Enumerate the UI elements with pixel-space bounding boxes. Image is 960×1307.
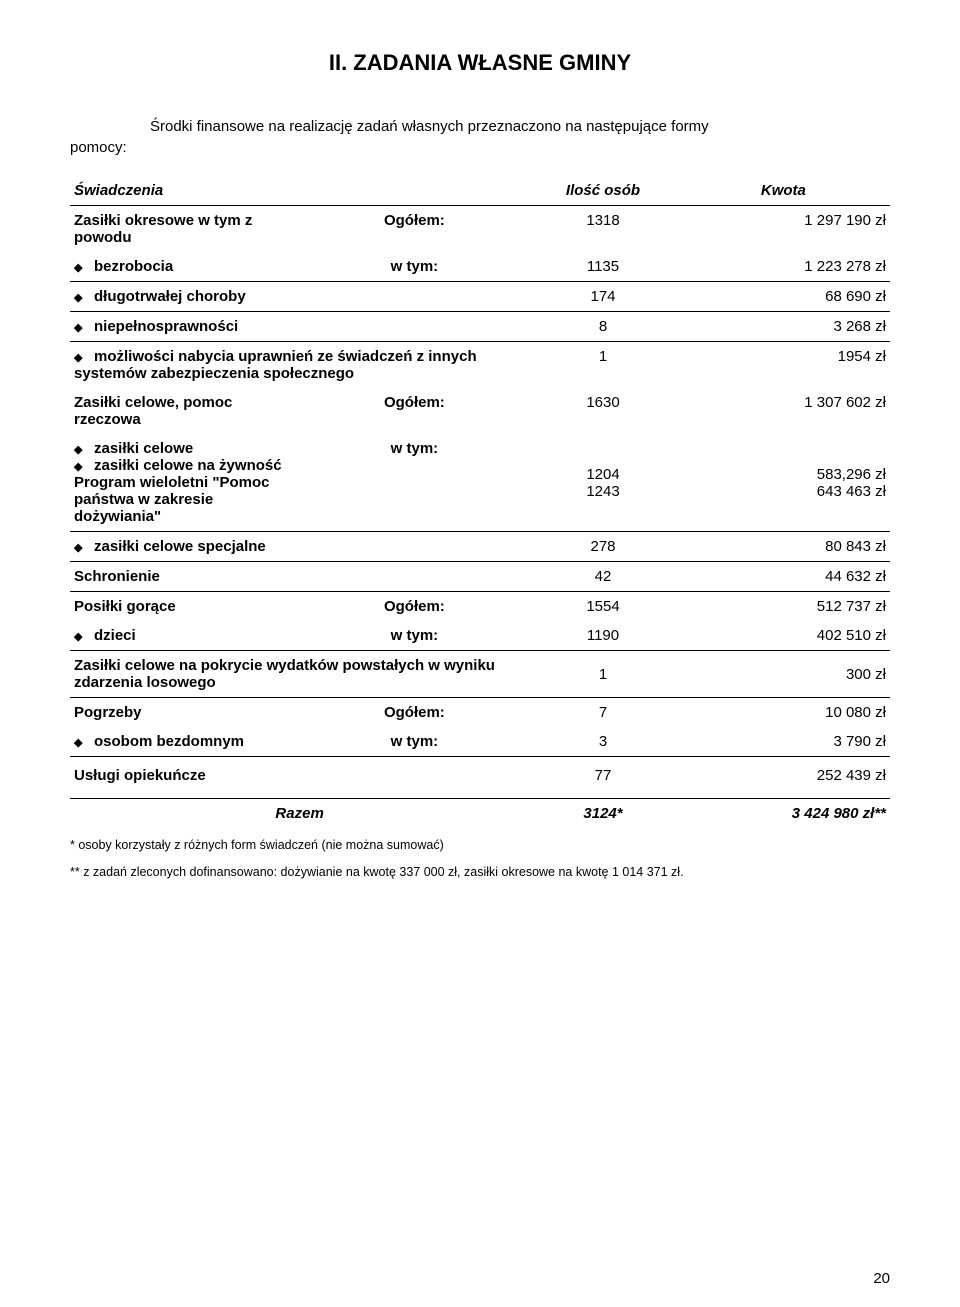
label-ogolem: Ogółem: (300, 388, 530, 434)
col-ilosc: Ilość osób (529, 176, 677, 206)
table-row: Pogrzeby Ogółem: 7 10 080 zł (70, 698, 890, 728)
row-mozliwosci: możliwości nabycia uprawnień ze świadcze… (74, 348, 477, 382)
benefits-table: Świadczenia Ilość osób Kwota Zasiłki okr… (70, 176, 890, 828)
cell-count: 1630 (529, 388, 677, 434)
page-number: 20 (873, 1270, 890, 1287)
row-bezrobocia: bezrobocia (74, 258, 173, 275)
table-row: dzieci w tym: 1190 402 510 zł (70, 621, 890, 651)
cell-count: 1204 1243 (529, 434, 677, 532)
cell-count: 1135 (529, 252, 677, 282)
cell-count: 174 (529, 282, 677, 312)
row-zas-celowe-zywnosc: zasiłki celowe na żywność Program wielol… (74, 457, 296, 525)
table-row: Schronienie 42 44 632 zł (70, 562, 890, 592)
table-row: zasiłki celowe specjalne 278 80 843 zł (70, 532, 890, 562)
label-ogolem: Ogółem: (300, 592, 530, 621)
row-dlugotrwalej: długotrwałej choroby (74, 288, 246, 305)
cell-amount: 3 424 980 zł** (677, 799, 890, 829)
cell-amount: 300 zł (677, 651, 890, 698)
cell-amount: 252 439 zł (677, 757, 890, 799)
col-swiadczenia: Świadczenia (70, 176, 529, 206)
table-row: możliwości nabycia uprawnień ze świadcze… (70, 342, 890, 389)
section-title: II. ZADANIA WŁASNE GMINY (70, 50, 890, 76)
footnote-2: ** z zadań zleconych dofinansowano: doży… (70, 863, 890, 882)
cell-amount: 3 790 zł (677, 727, 890, 757)
cell-amount: 1 307 602 zł (677, 388, 890, 434)
cell-amount: 1 223 278 zł (677, 252, 890, 282)
label-wtym: w tym: (300, 434, 530, 531)
val: 1243 (533, 483, 673, 500)
table-row: osobom bezdomnym w tym: 3 3 790 zł (70, 727, 890, 757)
label-wtym: w tym: (300, 621, 530, 650)
cell-count: 7 (529, 698, 677, 728)
row-bezdomnym: osobom bezdomnym (74, 733, 244, 750)
cell-amount: 80 843 zł (677, 532, 890, 562)
footnote-1: * osoby korzystały z różnych form świadc… (70, 836, 890, 855)
cell-count: 3124* (529, 799, 677, 829)
row-uslugi: Usługi opiekuńcze (70, 757, 529, 799)
cell-amount: 512 737 zł (677, 592, 890, 622)
cell-amount: 583,296 zł 643 463 zł (677, 434, 890, 532)
table-row-total: Razem 3124* 3 424 980 zł** (70, 799, 890, 829)
table-row: Zasiłki celowe, pomoc rzeczowa Ogółem: 1… (70, 388, 890, 434)
cell-amount: 402 510 zł (677, 621, 890, 651)
label-wtym: w tym: (300, 727, 530, 756)
row-pogrzeby: Pogrzeby (70, 698, 300, 727)
row-zasilki-celowe-pomoc: Zasiłki celowe, pomoc rzeczowa (70, 388, 300, 434)
cell-count: 1 (529, 651, 677, 698)
row-razem-label: Razem (70, 799, 529, 829)
label-ogolem: Ogółem: (300, 206, 530, 252)
row-zasilki-okresowe: Zasiłki okresowe w tym z powodu (70, 206, 300, 252)
row-posilki: Posiłki gorące (70, 592, 300, 621)
table-row: niepełnosprawności 8 3 268 zł (70, 312, 890, 342)
cell-count: 278 (529, 532, 677, 562)
cell-count: 1190 (529, 621, 677, 651)
cell-amount: 68 690 zł (677, 282, 890, 312)
cell-count: 8 (529, 312, 677, 342)
cell-count: 1318 (529, 206, 677, 253)
cell-count: 1554 (529, 592, 677, 622)
intro-line2: pomocy: (70, 139, 127, 156)
table-row: Zasiłki celowe na pokrycie wydatków pows… (70, 651, 890, 698)
cell-amount: 1 297 190 zł (677, 206, 890, 253)
row-dzieci: dzieci (74, 627, 136, 644)
table-row: długotrwałej choroby 174 68 690 zł (70, 282, 890, 312)
val: 583,296 zł (681, 466, 886, 483)
cell-amount: 10 080 zł (677, 698, 890, 728)
cell-count: 77 (529, 757, 677, 799)
row-schronienie: Schronienie (70, 562, 529, 592)
table-row: Zasiłki okresowe w tym z powodu Ogółem: … (70, 206, 890, 253)
val: 1204 (533, 466, 673, 483)
cell-amount: 3 268 zł (677, 312, 890, 342)
table-row: Usługi opiekuńcze 77 252 439 zł (70, 757, 890, 799)
col-kwota: Kwota (677, 176, 890, 206)
cell-count: 42 (529, 562, 677, 592)
cell-amount: 44 632 zł (677, 562, 890, 592)
label-ogolem: Ogółem: (300, 698, 530, 727)
row-niepelno: niepełnosprawności (74, 318, 238, 335)
table-row: bezrobocia w tym: 1135 1 223 278 zł (70, 252, 890, 282)
row-zas-specjalne: zasiłki celowe specjalne (74, 538, 266, 555)
intro-line1: Środki finansowe na realizację zadań wła… (150, 118, 709, 135)
cell-count: 3 (529, 727, 677, 757)
row-pokrycie: Zasiłki celowe na pokrycie wydatków pows… (70, 651, 529, 698)
table-header-row: Świadczenia Ilość osób Kwota (70, 176, 890, 206)
val: 643 463 zł (681, 483, 886, 500)
table-row: zasiłki celowe zasiłki celowe na żywność… (70, 434, 890, 532)
row-zas-celowe: zasiłki celowe (74, 440, 296, 457)
cell-count: 1 (529, 342, 677, 389)
label-wtym: w tym: (300, 252, 530, 281)
cell-amount: 1954 zł (677, 342, 890, 389)
intro-text: Środki finansowe na realizację zadań wła… (70, 116, 890, 158)
table-row: Posiłki gorące Ogółem: 1554 512 737 zł (70, 592, 890, 622)
